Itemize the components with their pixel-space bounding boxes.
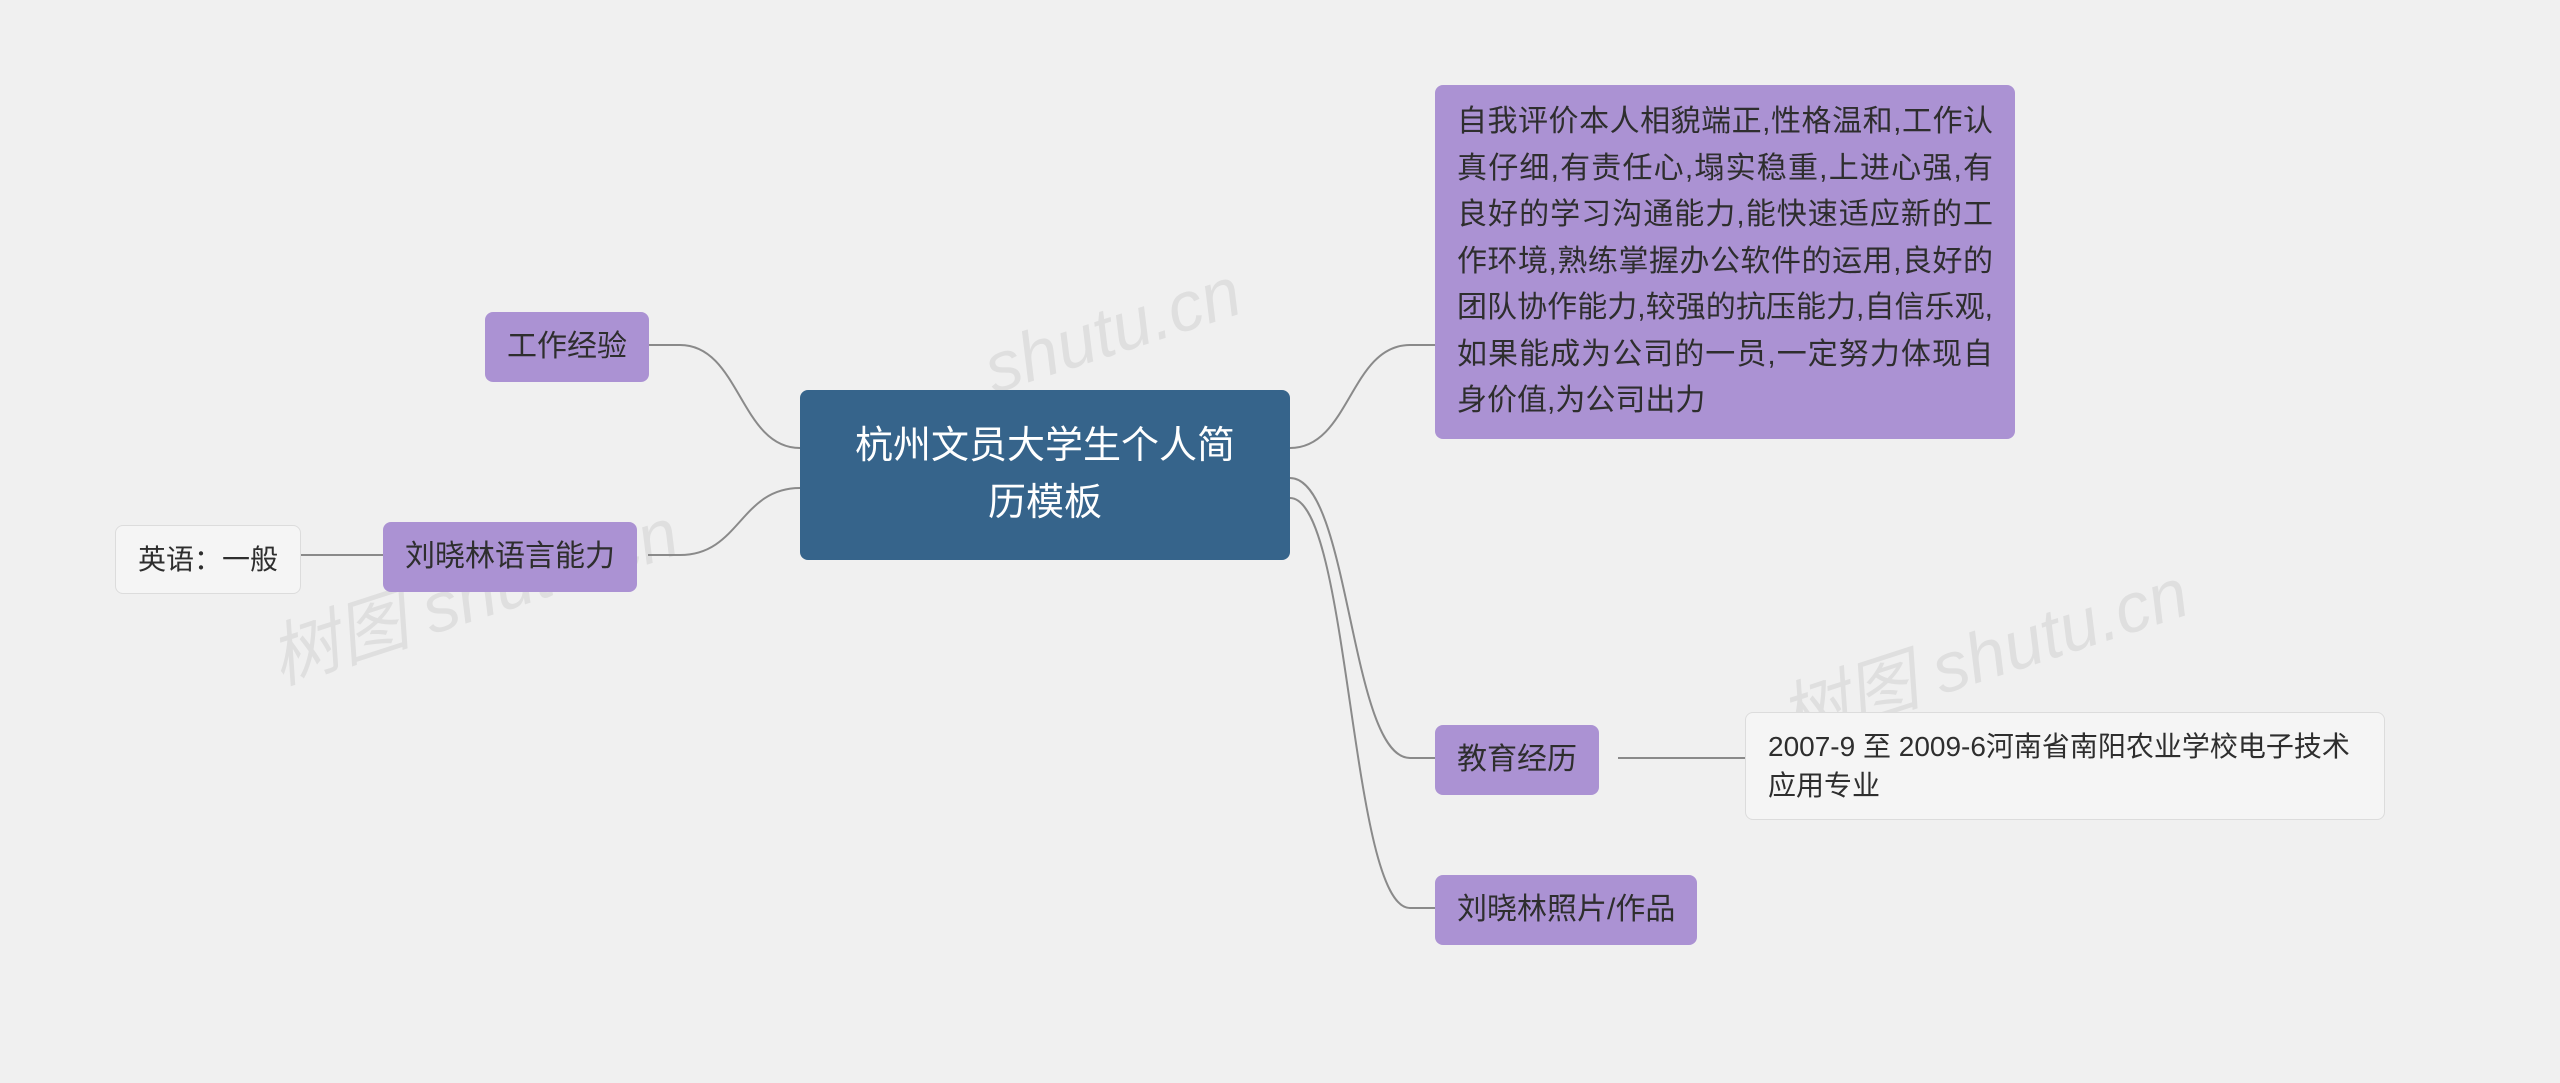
node-label: 教育经历 [1457, 739, 1577, 781]
root-node[interactable]: 杭州文员大学生个人简历模板 [800, 390, 1290, 560]
root-label: 杭州文员大学生个人简历模板 [840, 418, 1250, 532]
node-work-exp[interactable]: 工作经验 [485, 312, 649, 382]
node-self-eval[interactable]: 自我评价本人相貌端正,性格温和,工作认真仔细,有责任心,塌实稳重,上进心强,有良… [1435, 85, 2015, 439]
node-label: 2007-9 至 2009-6河南省南阳农业学校电子技术应用专业 [1768, 727, 2362, 805]
node-language[interactable]: 刘晓林语言能力 [383, 522, 637, 592]
node-education[interactable]: 教育经历 [1435, 725, 1599, 795]
watermark: shutu.cn [974, 251, 1250, 409]
node-portfolio[interactable]: 刘晓林照片/作品 [1435, 875, 1697, 945]
node-label: 刘晓林照片/作品 [1457, 889, 1675, 931]
node-label: 工作经验 [507, 326, 627, 368]
node-label: 英语：一般 [138, 540, 278, 579]
node-edu-detail[interactable]: 2007-9 至 2009-6河南省南阳农业学校电子技术应用专业 [1745, 712, 2385, 820]
node-english[interactable]: 英语：一般 [115, 525, 301, 594]
node-label: 自我评价本人相貌端正,性格温和,工作认真仔细,有责任心,塌实稳重,上进心强,有良… [1457, 99, 1993, 425]
node-label: 刘晓林语言能力 [405, 536, 615, 578]
